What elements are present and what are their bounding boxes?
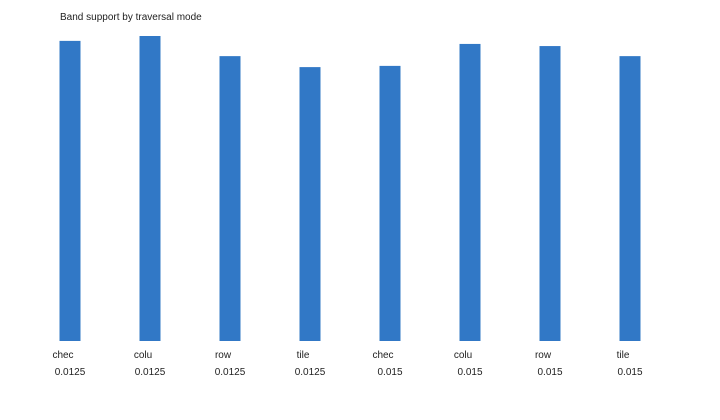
category-label-3-line-1: 0.0125 bbox=[295, 367, 326, 378]
bar-0 bbox=[59, 40, 81, 341]
bar-6 bbox=[539, 46, 561, 341]
category-label-0-line-1: 0.0125 bbox=[55, 367, 86, 378]
category-labels-group: chec 0.0125 colu 0.0125 row 0.0125 tile 0.0125 c… bbox=[52, 350, 643, 378]
category-label-2-line-0: row bbox=[215, 350, 232, 361]
category-label-6-line-1: 0.015 bbox=[537, 367, 562, 378]
category-label-1-line-0: colu bbox=[134, 350, 152, 361]
category-label-5-line-1: 0.015 bbox=[457, 367, 482, 378]
category-label-7-line-0: tile bbox=[617, 350, 630, 361]
bar-7 bbox=[619, 56, 641, 341]
category-label-0-line-0: chec bbox=[52, 350, 73, 361]
bar-5 bbox=[459, 43, 481, 342]
bar-2 bbox=[219, 56, 241, 341]
bars-group bbox=[59, 36, 641, 342]
bar-4 bbox=[379, 65, 401, 341]
category-label-7-line-1: 0.015 bbox=[617, 367, 642, 378]
category-label-6-line-0: row bbox=[535, 350, 552, 361]
category-label-2-line-1: 0.0125 bbox=[215, 367, 246, 378]
category-label-5-line-0: colu bbox=[454, 350, 472, 361]
category-label-3-line-0: tile bbox=[297, 350, 310, 361]
chart-title: Band support by traversal mode bbox=[60, 12, 202, 23]
bar-3 bbox=[299, 67, 321, 342]
category-label-4-line-1: 0.015 bbox=[377, 367, 402, 378]
category-label-1-line-1: 0.0125 bbox=[135, 367, 166, 378]
category-label-4-line-0: chec bbox=[372, 350, 393, 361]
bar-1 bbox=[139, 36, 161, 341]
